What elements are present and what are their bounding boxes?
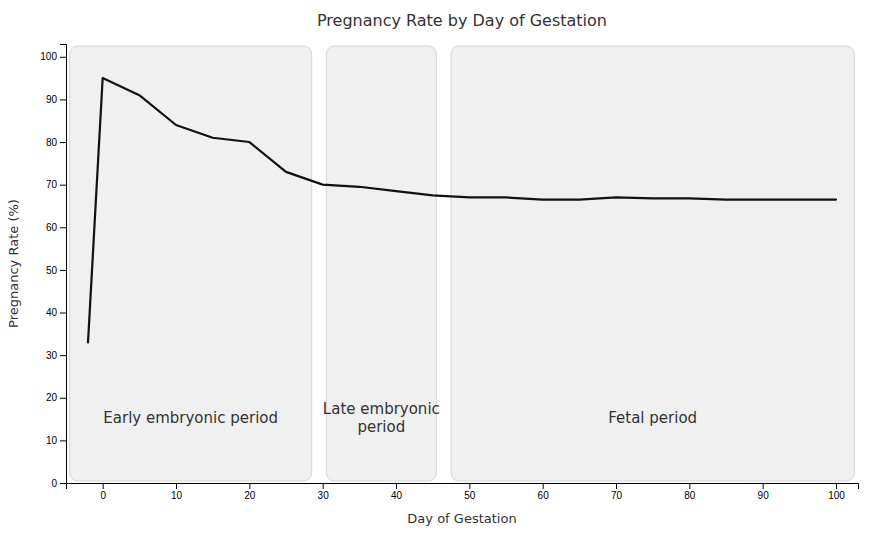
x-tick-label: 60	[538, 490, 550, 501]
y-tick: 0	[51, 478, 66, 489]
x-tick: 100	[828, 483, 845, 501]
x-tick-mark	[396, 483, 397, 489]
x-tick: 30	[318, 483, 330, 501]
y-tick-mark	[60, 270, 66, 271]
x-tick-label: 30	[318, 490, 330, 501]
y-tick-mark	[60, 99, 66, 100]
x-tick-mark	[469, 483, 470, 489]
y-tick-label: 10	[46, 435, 58, 446]
x-tick-mark	[176, 483, 177, 489]
y-tick-label: 60	[46, 222, 58, 233]
y-tick-mark	[60, 313, 66, 314]
y-tick-label: 50	[46, 265, 58, 276]
period-label: Early embryonic period	[103, 409, 278, 427]
x-tick-mark	[689, 483, 690, 489]
plot-area: 0 10 20 30 40 50 60 70 80 90 100 0 10 20 30 40 50 60 70 80 9…	[40, 45, 858, 502]
chart-title: Pregnancy Rate by Day of Gestation	[317, 11, 607, 30]
x-tick-mark	[323, 483, 324, 489]
x-tick: 60	[538, 483, 550, 501]
y-axis: 0 10 20 30 40 50 60 70 80 90 100	[40, 45, 66, 489]
y-tick-mark	[60, 142, 66, 143]
x-tick-label: 40	[391, 490, 403, 501]
y-tick: 80	[46, 137, 66, 148]
x-tick-label: 100	[828, 490, 845, 501]
x-tick-mark	[616, 483, 617, 489]
y-tick-mark	[60, 398, 66, 399]
y-tick-mark	[60, 483, 66, 484]
y-axis-line	[60, 45, 67, 484]
y-tick-mark	[60, 440, 66, 441]
x-axis: 0 10 20 30 40 50 60 70 80 90 100	[67, 483, 859, 501]
y-axis-title: Pregnancy Rate (%)	[6, 199, 21, 328]
y-tick: 90	[46, 94, 66, 105]
y-tick-label: 80	[46, 137, 58, 148]
x-tick-label: 50	[464, 490, 476, 501]
y-tick-mark	[60, 227, 66, 228]
y-tick-label: 100	[40, 51, 57, 62]
x-tick: 90	[758, 483, 770, 501]
y-tick: 100	[40, 51, 66, 62]
period-label: Late embryonicperiod	[323, 400, 440, 436]
period-labels: Early embryonic period Late embryonicperi…	[103, 400, 697, 436]
y-tick-mark	[60, 185, 66, 186]
x-tick-label: 80	[684, 490, 696, 501]
y-tick: 60	[46, 222, 66, 233]
x-tick: 10	[171, 483, 183, 501]
data-line	[88, 78, 836, 342]
x-axis-line	[67, 484, 859, 490]
x-tick-label: 10	[171, 490, 183, 501]
y-tick: 20	[46, 392, 66, 403]
y-tick: 30	[46, 350, 66, 361]
period-panel	[70, 46, 312, 481]
x-tick-mark	[249, 483, 250, 489]
x-tick: 40	[391, 483, 403, 501]
marks	[70, 46, 855, 481]
x-axis-title: Day of Gestation	[407, 511, 516, 526]
x-tick-label: 90	[758, 490, 770, 501]
y-tick-mark	[60, 57, 66, 58]
x-tick: 0	[100, 483, 106, 501]
x-tick-mark	[763, 483, 764, 489]
x-tick: 20	[244, 483, 256, 501]
y-tick: 70	[46, 179, 66, 190]
y-tick-mark	[60, 355, 66, 356]
x-tick: 50	[464, 483, 476, 501]
y-tick-label: 70	[46, 179, 58, 190]
x-tick: 70	[611, 483, 623, 501]
y-tick: 40	[46, 307, 66, 318]
y-tick: 50	[46, 265, 66, 276]
chart: 0 10 20 30 40 50 60 70 80 90 100 0 10 20 30 40 50 60 70 80 9…	[0, 0, 882, 535]
x-tick-mark	[836, 483, 837, 489]
y-tick-label: 20	[46, 392, 58, 403]
y-tick-label: 30	[46, 350, 58, 361]
x-tick-mark	[103, 483, 104, 489]
y-tick-label: 0	[51, 478, 57, 489]
x-tick-mark	[543, 483, 544, 489]
period-label: Fetal period	[608, 409, 697, 427]
x-tick: 80	[684, 483, 696, 501]
x-tick-label: 0	[100, 490, 106, 501]
x-tick-label: 20	[244, 490, 256, 501]
y-tick-label: 90	[46, 94, 58, 105]
period-panel	[451, 46, 854, 481]
x-tick-label: 70	[611, 490, 623, 501]
y-tick: 10	[46, 435, 66, 446]
y-tick-label: 40	[46, 307, 58, 318]
